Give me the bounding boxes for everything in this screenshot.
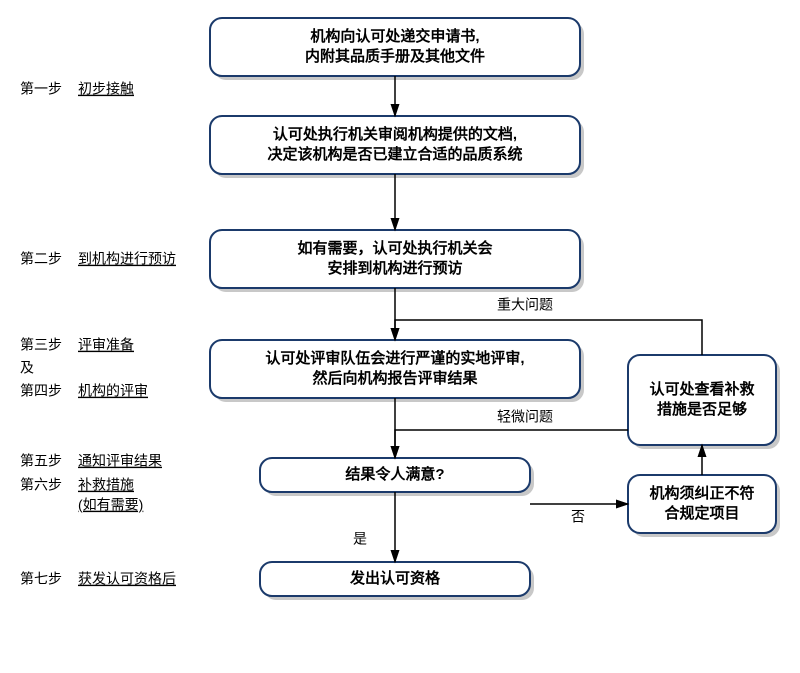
step-num: 及 [20, 360, 34, 376]
flow-node-text: 结果令人满意? [345, 465, 444, 483]
flow-node-text: 机构须纠正不符 [649, 484, 754, 502]
step-num: 第七步 [20, 571, 62, 587]
step-label: 机构的评审 [78, 383, 148, 399]
flow-node-text: 发出认可资格 [349, 569, 441, 587]
flow-node-text: 机构向认可处递交申请书, [310, 27, 479, 45]
edge-label: 轻微问题 [497, 409, 553, 425]
step-num: 第四步 [20, 383, 62, 399]
edge-label: 是 [353, 531, 367, 547]
step-label: 获发认可资格后 [78, 571, 176, 587]
step-label: 补救措施 [78, 477, 134, 493]
flow-node-text: 安排到机构进行预访 [327, 259, 462, 277]
step-label: 通知评审结果 [78, 453, 162, 469]
step-num: 第二步 [20, 251, 62, 267]
step-label: (如有需要) [78, 497, 143, 513]
flow-node-text: 认可处评审队伍会进行严谨的实地评审, [265, 349, 524, 367]
step-num: 第三步 [20, 337, 62, 353]
flow-node-text: 认可处查看补救 [649, 380, 754, 398]
step-label: 到机构进行预访 [78, 251, 176, 267]
step-label: 初步接触 [78, 81, 134, 97]
flow-node-text: 认可处执行机关审阅机构提供的文档, [273, 125, 517, 143]
step-num: 第六步 [20, 477, 62, 493]
flow-node-text: 合规定项目 [663, 504, 739, 522]
flow-node-text: 然后向机构报告评审结果 [312, 369, 478, 387]
step-num: 第五步 [20, 453, 62, 469]
flow-edge [395, 430, 628, 458]
edge-label: 否 [571, 509, 585, 525]
flow-node-text: 措施是否足够 [657, 400, 747, 418]
step-num: 第一步 [20, 81, 62, 97]
edge-label: 重大问题 [497, 297, 553, 313]
flow-node-text: 决定该机构是否已建立合适的品质系统 [267, 145, 522, 163]
flow-node-text: 如有需要，认可处执行机关会 [297, 239, 492, 257]
flow-node-text: 内附其品质手册及其他文件 [305, 47, 485, 65]
step-label: 评审准备 [78, 337, 134, 353]
